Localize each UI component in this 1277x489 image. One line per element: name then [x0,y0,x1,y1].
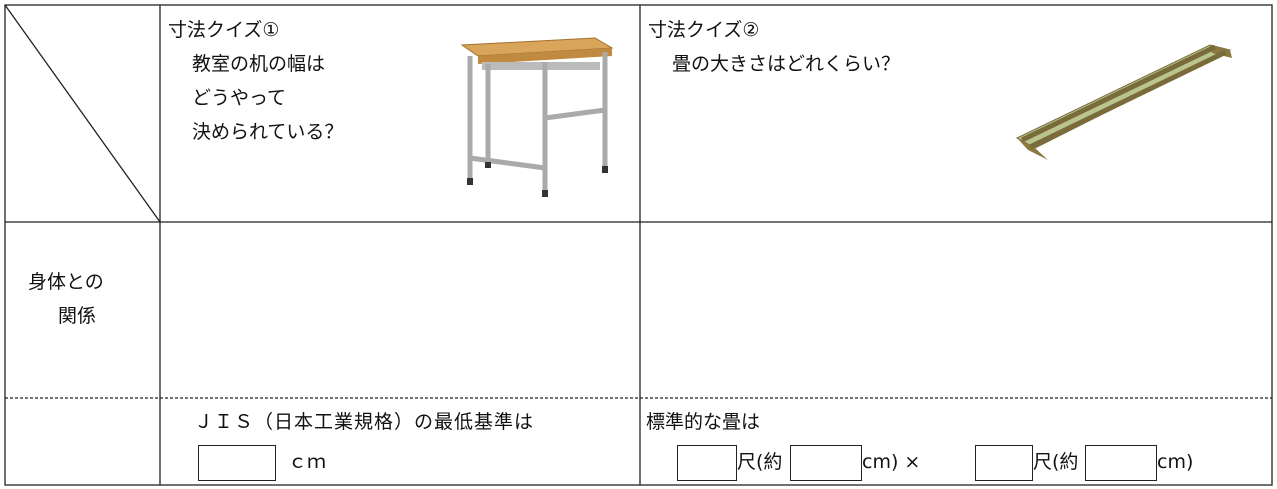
quiz-title: 寸法クイズ① [168,19,280,41]
answer-box[interactable] [198,445,276,481]
row-label: 身体との [28,271,104,293]
row-label: 関係 [58,305,97,327]
tatami-text: 標準的な畳は [646,411,761,433]
quiz-question: どうやって [192,87,287,109]
desk-illustration [460,37,614,197]
quiz-question: 決められている？ [192,121,344,143]
answer-box[interactable] [975,445,1033,481]
unit: 尺(約 [737,451,783,473]
quiz-question: 教室の机の幅は [192,53,326,75]
answer-box[interactable] [677,445,737,481]
unit: 尺(約 [1033,451,1079,473]
quiz-title: 寸法クイズ② [648,19,760,41]
unit: cm) × [862,451,921,473]
tatami-illustration [1015,44,1232,160]
answer-box[interactable] [1085,445,1157,481]
quiz-question: 畳の大きさはどれくらい？ [672,53,901,75]
jis-text: ＪＩＳ（日本工業規格）の最低基準は [194,411,535,433]
unit: cm) [1157,451,1194,473]
answer-box[interactable] [790,445,862,481]
unit: ｃｍ [288,451,327,473]
